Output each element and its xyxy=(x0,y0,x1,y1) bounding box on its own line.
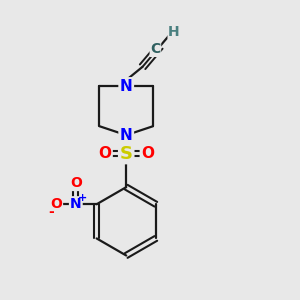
Text: -: - xyxy=(48,205,54,219)
Text: O: O xyxy=(51,197,62,211)
Text: S: S xyxy=(120,145,133,163)
Text: H: H xyxy=(168,25,180,38)
Text: +: + xyxy=(78,193,87,203)
Text: N: N xyxy=(120,79,133,94)
Text: O: O xyxy=(98,146,111,161)
Text: N: N xyxy=(120,128,133,142)
Text: C: C xyxy=(150,42,161,56)
Text: N: N xyxy=(70,197,82,211)
Text: O: O xyxy=(141,146,154,161)
Text: O: O xyxy=(70,176,82,190)
